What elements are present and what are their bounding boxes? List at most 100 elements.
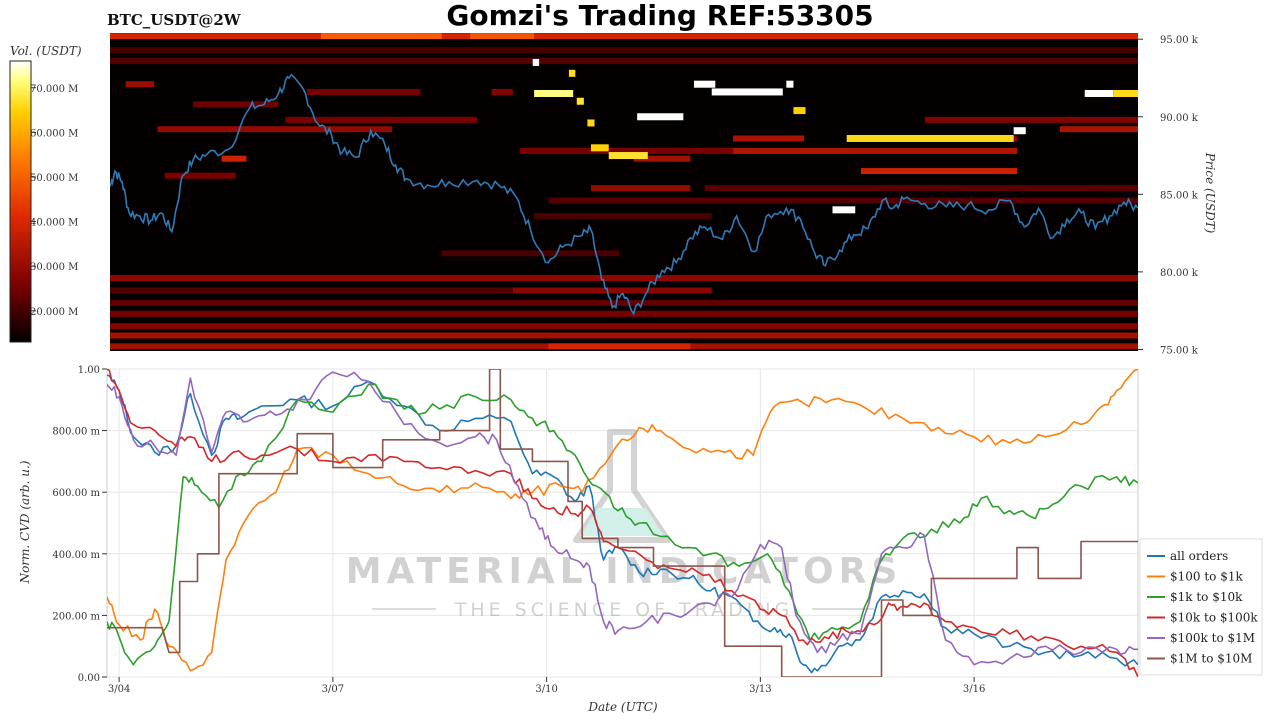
hot-order-block: [568, 69, 576, 77]
heat-band: [590, 185, 691, 192]
colorbar-tick-label: 30.000 M: [30, 262, 78, 273]
price-axis-label: Price (USDT): [1203, 152, 1217, 234]
heat-band: [491, 88, 513, 95]
hot-order-block: [590, 144, 609, 152]
heat-band: [860, 168, 1018, 175]
legend: all orders $100 to $1k $1k to $10k $10k to …: [1139, 538, 1263, 676]
heat-band: [512, 287, 712, 294]
heat-band: [110, 299, 1138, 306]
price-line: [110, 73, 1138, 316]
hot-order-block: [786, 80, 794, 88]
cvd-grid: [107, 368, 1138, 678]
cvd-y-tick-label: 1.00: [78, 365, 100, 376]
legend-label: $100k to $1M: [1170, 631, 1255, 645]
colorbar-tick-label: 60.000 M: [30, 128, 78, 139]
heat-band: [924, 116, 1138, 123]
heat-band: [110, 310, 1138, 317]
colorbar-tick-label: 70.000 M: [30, 84, 78, 95]
heat-band: [1059, 126, 1138, 133]
watermark-title: MATERIAL INDICATORS: [346, 551, 903, 592]
heat-band: [534, 213, 712, 220]
cvd-y-tick-label: 200.00 m: [52, 611, 100, 622]
flask-icon: [573, 429, 671, 543]
colorbar-ticks: 70.000 M 60.000 M 50.000 M 40.000 M 30.000 M…: [30, 84, 78, 318]
cvd-series: [107, 369, 1138, 677]
heat-band: [221, 155, 247, 162]
hot-order-block: [534, 89, 574, 97]
legend-label: $10k to $100k: [1170, 611, 1258, 625]
watermark: MATERIAL INDICATORS THE SCIENCE OF TRADI…: [346, 429, 903, 621]
heat-band: [704, 185, 1138, 192]
heat-band: [441, 250, 620, 257]
cvd-y-ticks: 1.00 800.00 m 600.00 m 400.00 m 200.00 m 0.00: [52, 365, 107, 684]
hot-order-block: [846, 134, 1014, 142]
hot-order-block: [711, 88, 783, 96]
hot-order-block: [1113, 89, 1138, 97]
heat-band: [285, 116, 478, 123]
hot-order-block: [576, 97, 584, 105]
chart-title: Gomzi's Trading REF:53305: [446, 0, 873, 32]
cvd-x-tick-label: 3/07: [322, 684, 344, 695]
legend-items: all orders $100 to $1k $1k to $10k $10k to …: [1147, 549, 1258, 666]
cvd-series-line-3: [107, 383, 1138, 666]
legend-box: [1139, 538, 1263, 676]
cvd-series-line-4: [107, 369, 1138, 677]
heatmap-hot-orders: [532, 58, 1138, 214]
price-tick-label: 90.00 k: [1160, 113, 1199, 124]
cvd-series-line-5: [107, 371, 1138, 666]
price-axis-ticks: 95.00 k 90.00 k 85.00 k 80.00 k 75.00 k: [1138, 35, 1199, 356]
heat-band: [470, 33, 535, 40]
heat-band: [733, 147, 1018, 154]
colorbar-tick-label: 50.000 M: [30, 173, 78, 184]
heatmap-panel: 95.00 k 90.00 k 85.00 k 80.00 k 75.00 k Pric…: [110, 33, 1217, 356]
cvd-y-tick-label: 400.00 m: [52, 550, 100, 561]
heat-band: [193, 101, 279, 108]
cvd-panel: MATERIAL INDICATORS THE SCIENCE OF TRADI…: [18, 365, 1139, 714]
heat-band: [548, 343, 691, 350]
hot-order-block: [793, 107, 806, 115]
heat-band: [125, 81, 155, 88]
hot-order-block: [1084, 89, 1114, 97]
heat-band: [733, 135, 805, 142]
cvd-y-tick-label: 0.00: [78, 673, 100, 684]
hot-order-block: [587, 119, 595, 127]
colorbar-tick-label: 40.000 M: [30, 218, 78, 229]
legend-label: $1M to $10M: [1170, 652, 1252, 666]
heat-band: [110, 47, 1138, 54]
symbol-label: BTC_USDT@2W: [107, 11, 242, 29]
heat-band: [320, 33, 442, 40]
hot-order-block: [832, 206, 856, 214]
cvd-x-tick-label: 3/16: [963, 684, 985, 695]
colorbar-gradient: [9, 60, 32, 343]
heat-band: [164, 172, 236, 179]
hot-order-block: [608, 152, 648, 160]
heat-band: [110, 323, 1138, 330]
cvd-series-line-2: [107, 369, 1138, 672]
hot-order-block: [693, 80, 716, 88]
cvd-series-line-6: [107, 369, 1138, 677]
price-tick-label: 75.00 k: [1160, 345, 1199, 356]
heat-band: [157, 126, 393, 133]
heat-band: [110, 275, 1138, 282]
heat-band: [519, 147, 734, 154]
cvd-y-tick-label: 800.00 m: [52, 427, 100, 438]
cvd-y-axis-label: Norm. CVD (arb. u.): [18, 460, 32, 584]
heat-band: [633, 155, 691, 162]
hot-order-block: [532, 58, 540, 66]
colorbar-label: Vol. (USDT): [10, 44, 82, 58]
hot-order-block: [1013, 127, 1026, 135]
price-tick-label: 95.00 k: [1160, 35, 1199, 46]
price-tick-label: 80.00 k: [1160, 268, 1199, 279]
heat-band: [548, 197, 1138, 204]
legend-label: $100 to $1k: [1170, 570, 1243, 584]
cvd-y-tick-label: 600.00 m: [52, 488, 100, 499]
watermark-subtitle: THE SCIENCE OF TRADING: [454, 599, 794, 621]
hot-order-block: [637, 113, 684, 121]
heat-band: [306, 88, 421, 95]
heat-band: [110, 332, 1138, 339]
legend-label: all orders: [1170, 549, 1228, 563]
heat-band: [110, 57, 1138, 64]
cvd-x-ticks: 3/04 3/07 3/10 3/13 3/16: [108, 677, 985, 695]
legend-label: $1k to $10k: [1170, 590, 1243, 604]
